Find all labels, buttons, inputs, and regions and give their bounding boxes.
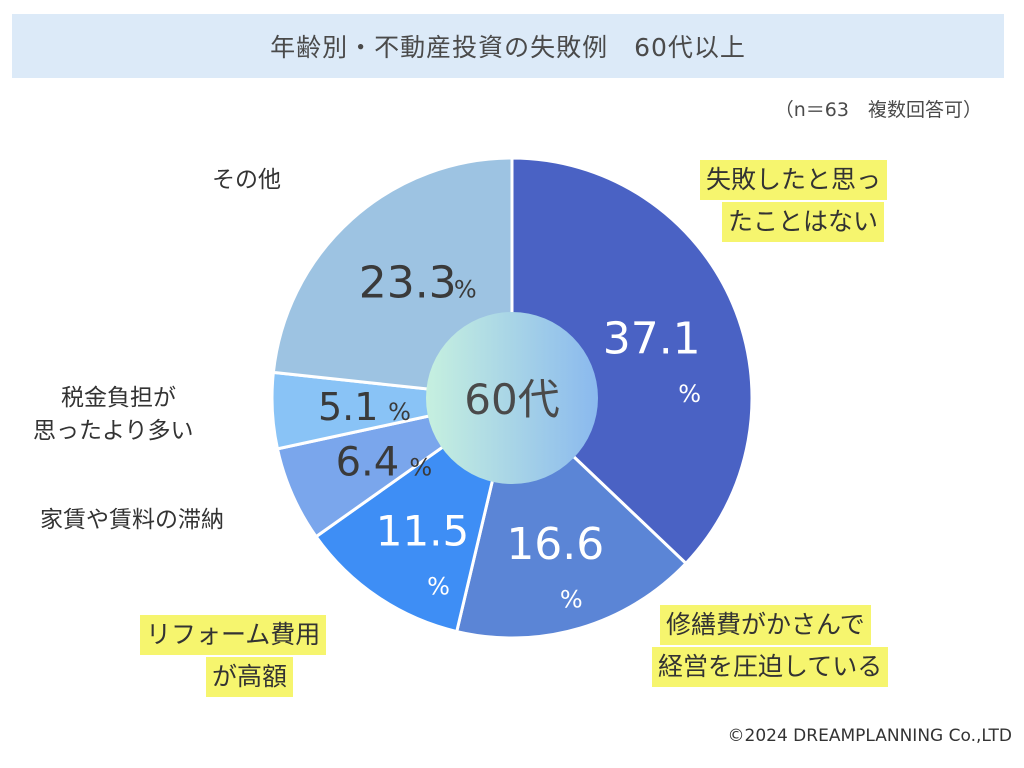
slice-value-label-4: 5.1 xyxy=(318,385,378,429)
copyright: ©2024 DREAMPLANNING Co.,LTD xyxy=(727,726,1012,746)
slice-unit-label-3: % xyxy=(409,454,432,482)
sample-note: （n＝63 複数回答可） xyxy=(774,99,982,121)
label-renovation-line1: リフォーム費用 xyxy=(140,615,327,655)
label-other: その他 xyxy=(212,162,281,198)
slice-value-label-0: 37.1 xyxy=(603,314,701,365)
label-repair-costs-line1: 修繕費がかさんで xyxy=(660,605,871,645)
label-repair-costs-line2: 経営を圧迫している xyxy=(652,647,889,687)
label-other-line1: その他 xyxy=(212,167,281,193)
slice-unit-label-5: % xyxy=(454,275,477,303)
label-repair-costs: 修繕費がかさんで 経営を圧迫している xyxy=(652,605,889,689)
label-renovation: リフォーム費用 が高額 xyxy=(140,615,327,699)
chart-title: 年齢別・不動産投資の失敗例 60代以上 xyxy=(270,33,746,62)
label-tax-burden-line2: 思ったより多い xyxy=(33,418,194,444)
title-bar: 年齢別・不動産投資の失敗例 60代以上 xyxy=(12,14,1004,78)
slice-value-label-1: 16.6 xyxy=(506,519,604,570)
center-label: 60代 xyxy=(464,375,559,424)
label-no-failure-line1: 失敗したと思っ xyxy=(700,160,888,200)
label-rent-arrears: 家賃や賃料の滞納 xyxy=(40,502,224,538)
slice-unit-label-1: % xyxy=(560,586,583,614)
center-hole xyxy=(426,312,598,484)
slice-unit-label-0: % xyxy=(678,380,701,408)
slice-unit-label-4: % xyxy=(388,398,411,426)
label-renovation-line2: が高額 xyxy=(206,657,294,697)
label-tax-burden-line1: 税金負担が xyxy=(61,385,176,411)
label-no-failure: 失敗したと思っ たことはない xyxy=(700,160,888,244)
slice-value-label-2: 11.5 xyxy=(376,506,470,555)
slice-unit-label-2: % xyxy=(427,573,450,601)
label-no-failure-line2: たことはない xyxy=(722,202,885,242)
label-tax-burden: 税金負担が 思ったより多い xyxy=(33,382,194,448)
slice-value-label-3: 6.4 xyxy=(336,440,400,486)
slice-value-label-5: 23.3 xyxy=(359,257,457,308)
pie-slice-0 xyxy=(510,156,754,566)
label-rent-arrears-line1: 家賃や賃料の滞納 xyxy=(40,507,224,533)
